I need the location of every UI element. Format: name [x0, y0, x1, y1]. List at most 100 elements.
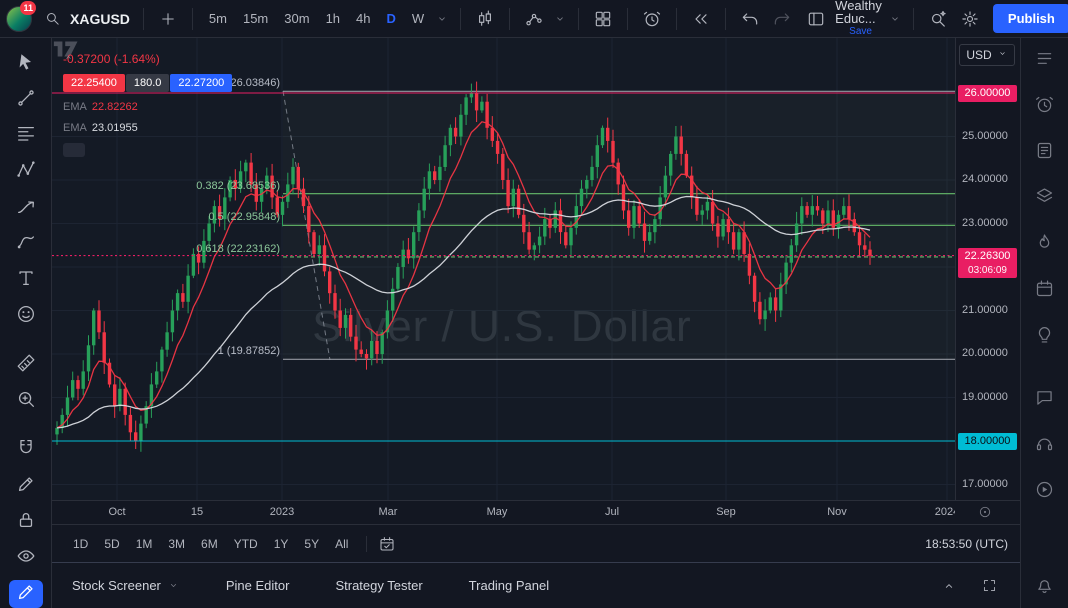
headset-icon [1034, 433, 1055, 459]
timeframe-1h[interactable]: 1h [319, 7, 347, 30]
create-alert-button[interactable] [637, 4, 667, 34]
chart-canvas[interactable]: Silver / U.S. Dollar 0 (26.03846)0.382 (… [52, 38, 955, 500]
user-menu-button[interactable]: 11 [6, 4, 32, 34]
range-ytd[interactable]: YTD [227, 533, 265, 555]
legend-collapse-button[interactable] [63, 143, 85, 157]
axis-settings-icon[interactable] [977, 504, 993, 523]
forecast-tool[interactable] [9, 194, 43, 222]
bell-icon [1034, 574, 1055, 600]
time-axis-labels: Oct152023MarMayJulSepNov2024 [52, 501, 955, 525]
play-icon [1034, 479, 1055, 505]
range-all[interactable]: All [328, 533, 355, 555]
cursor-tool[interactable] [9, 50, 43, 78]
drawings-panel-toggle[interactable] [9, 580, 43, 608]
quick-search-button[interactable] [923, 4, 953, 34]
publish-button[interactable]: Publish [993, 4, 1068, 33]
panel-strategy-tester[interactable]: Strategy Tester [335, 578, 422, 593]
timeframe-d[interactable]: D [380, 7, 403, 30]
go-to-date-button[interactable] [378, 535, 396, 553]
compare-add-symbol-button[interactable] [153, 4, 183, 34]
ideas-button[interactable] [1031, 324, 1059, 350]
range-5y[interactable]: 5Y [297, 533, 326, 555]
price-change-text: -0.37200 (-1.64%) [63, 52, 232, 66]
clock-utc[interactable]: 18:53:50 (UTC) [925, 537, 1008, 551]
sell-price-button[interactable]: 22.25400 [63, 74, 125, 92]
text-tool-icon [15, 267, 37, 294]
fib-retracement-tool[interactable] [9, 122, 43, 150]
currency-dropdown[interactable]: USD [959, 44, 1015, 66]
chat-icon [1034, 387, 1055, 413]
panel-trading-panel[interactable]: Trading Panel [469, 578, 549, 593]
save-layout-link[interactable]: Save [849, 25, 872, 38]
price-scale[interactable]: USD 25.0000024.0000023.0000021.0000020.0… [955, 38, 1020, 500]
undo-button[interactable] [735, 4, 765, 34]
calendar-button[interactable] [1031, 278, 1059, 304]
panel-pine-editor[interactable]: Pine Editor [226, 578, 290, 593]
price-label: 24.00000 [962, 173, 1008, 185]
pencil-icon [15, 581, 37, 608]
hide-drawings-tool[interactable] [9, 544, 43, 572]
settings-button[interactable] [955, 4, 985, 34]
range-toolbar: 1D5D1M3M6MYTD1Y5YAll 18:53:50 (UTC) [52, 524, 1020, 562]
range-3m[interactable]: 3M [161, 533, 192, 555]
indicator-templates-caret[interactable] [551, 4, 569, 34]
timeframe-4h[interactable]: 4h [349, 7, 377, 30]
buy-price-button[interactable]: 22.27200 [170, 74, 232, 92]
price-label: 19.00000 [962, 391, 1008, 403]
maximize-panel-button[interactable] [978, 575, 1000, 597]
streams-button[interactable] [1031, 479, 1059, 505]
notifications-button[interactable] [1031, 574, 1059, 600]
zoom-in-tool[interactable] [9, 387, 43, 415]
panel-stock-screener[interactable]: Stock Screener [72, 578, 180, 593]
bar-replay-button[interactable] [686, 4, 716, 34]
timeframe-30m[interactable]: 30m [277, 7, 316, 30]
trend-line-icon [15, 87, 37, 114]
emoji-tool[interactable] [9, 302, 43, 330]
time-label-sep: Sep [716, 506, 736, 518]
time-axis[interactable]: Oct152023MarMayJulSepNov2024 [52, 500, 1020, 524]
right-sidebar [1020, 38, 1068, 608]
watchlist-button[interactable] [1031, 48, 1059, 74]
chart-style-button[interactable] [470, 4, 500, 34]
ema-legend-row-2[interactable]: EMA23.01955 [63, 122, 232, 134]
fib-level-label: 1 (19.87852) [218, 345, 280, 357]
news-button[interactable] [1031, 140, 1059, 166]
divider [509, 8, 510, 30]
trend-line-tool[interactable] [9, 86, 43, 114]
range-1y[interactable]: 1Y [267, 533, 296, 555]
range-1d[interactable]: 1D [66, 533, 95, 555]
timeframe-w[interactable]: W [405, 7, 431, 30]
timeframe-15m[interactable]: 15m [236, 7, 275, 30]
help-button[interactable] [1031, 433, 1059, 459]
multichart-layout-button[interactable] [588, 4, 618, 34]
chat-button[interactable] [1031, 387, 1059, 413]
expand-panel-button[interactable] [938, 575, 960, 597]
layout-menu-caret[interactable] [886, 4, 904, 34]
pattern-tool[interactable] [9, 158, 43, 186]
spread-value: 180.0 [126, 74, 170, 92]
timeframe-menu-caret[interactable] [433, 4, 451, 34]
object-tree-button[interactable] [1031, 186, 1059, 212]
timeframe-5m[interactable]: 5m [202, 7, 234, 30]
brush-tool[interactable] [9, 230, 43, 258]
indicators-button[interactable] [519, 4, 549, 34]
chevron-down-icon [997, 48, 1008, 62]
alerts-button[interactable] [1031, 94, 1059, 120]
redo-button[interactable] [767, 4, 797, 34]
range-5d[interactable]: 5D [97, 533, 126, 555]
ema-legend-row-1[interactable]: EMA22.82262 [63, 101, 232, 113]
time-label-2023: 2023 [270, 506, 294, 518]
layout-menu[interactable]: Wealthy Educ... Save [835, 0, 882, 38]
magnet-tool[interactable] [9, 436, 43, 464]
drawing-mode-tool[interactable] [9, 472, 43, 500]
range-1m[interactable]: 1M [129, 533, 160, 555]
pencil-icon [15, 473, 37, 500]
symbol-search-button[interactable]: XAGUSD [40, 4, 134, 34]
hotlists-button[interactable] [1031, 232, 1059, 258]
flame-icon [1034, 232, 1055, 258]
range-6m[interactable]: 6M [194, 533, 225, 555]
measure-tool[interactable] [9, 351, 43, 379]
text-tool[interactable] [9, 266, 43, 294]
lock-drawings-tool[interactable] [9, 508, 43, 536]
save-layout-icon[interactable] [801, 4, 831, 34]
